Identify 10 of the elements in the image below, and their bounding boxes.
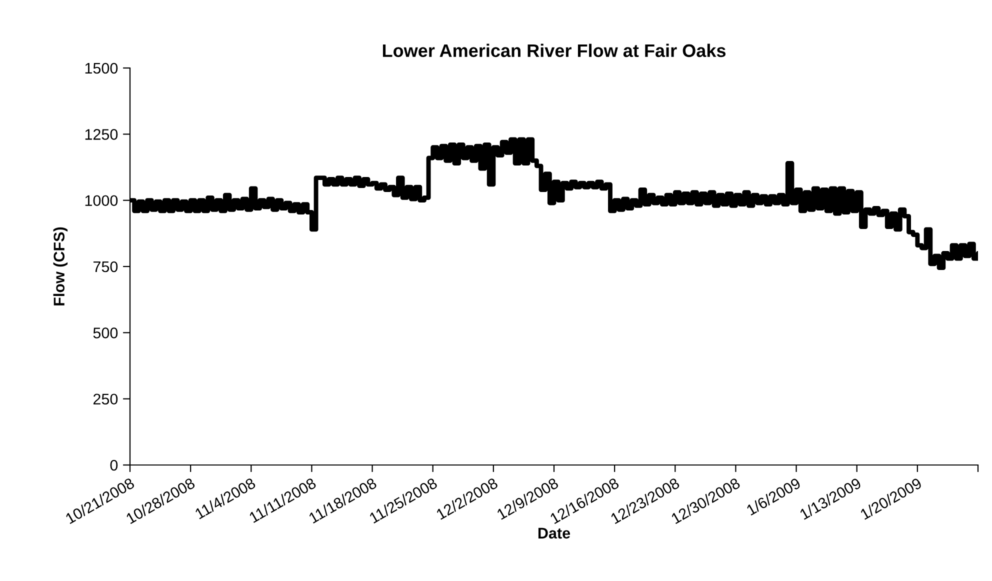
y-tick-label: 0 [110, 460, 118, 471]
y-tick-label: 500 [93, 328, 118, 338]
chart-title: Lower American River Flow at Fair Oaks [382, 44, 726, 58]
y-tick-label: 250 [93, 394, 118, 405]
y-tick-label: 1500 [85, 62, 118, 74]
y-tick-label: 1250 [85, 129, 118, 140]
y-axis-title: Flow (CFS) [53, 227, 68, 306]
y-tick-label: 750 [93, 261, 118, 272]
y-tick-label: 1000 [85, 195, 118, 206]
x-axis-title: Date [538, 528, 570, 539]
